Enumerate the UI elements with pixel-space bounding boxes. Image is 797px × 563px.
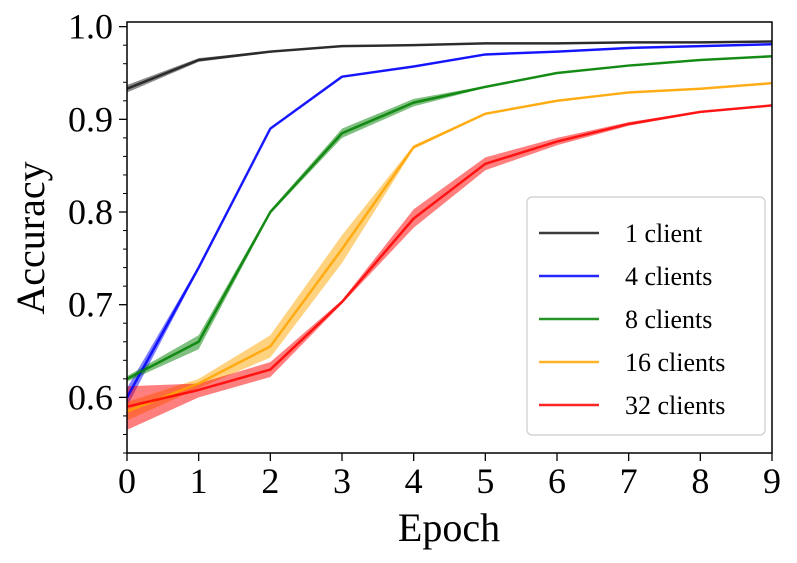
x-tick-label: 8 (691, 461, 709, 501)
legend-label-32-clients: 32 clients (625, 391, 725, 420)
legend-label-4-clients: 4 clients (625, 262, 712, 291)
legend-label-16-clients: 16 clients (625, 348, 725, 377)
plot-frame (126, 21, 773, 454)
series-lines (125, 40, 773, 413)
axis-ticks (119, 25, 773, 461)
x-tick-label: 1 (190, 461, 208, 501)
x-tick-label: 0 (118, 461, 136, 501)
line-4-clients (125, 42, 773, 398)
y-tick-label: 0.7 (68, 285, 113, 325)
band-32-clients (127, 104, 772, 430)
legend-label-8-clients: 8 clients (625, 305, 712, 334)
legend: 1 client 4 clients 8 clients 16 clients 32 c… (526, 196, 766, 436)
line-8-clients (126, 55, 773, 380)
x-tick-label: 9 (763, 461, 781, 501)
x-tick-label: 7 (620, 461, 638, 501)
line-16-clients (126, 81, 773, 413)
legend-box (526, 196, 766, 436)
y-tick-label: 0.8 (68, 192, 113, 232)
y-axis-title: Accuracy (8, 161, 53, 314)
y-tick-label: 0.9 (68, 99, 113, 139)
x-tick-label: 6 (548, 461, 566, 501)
band-1-client (127, 40, 772, 93)
line-32-clients (126, 104, 773, 408)
x-tick-label: 5 (476, 461, 494, 501)
y-tick-label: 0.6 (68, 377, 113, 417)
x-tick-label: 2 (261, 461, 279, 501)
x-tick-label: 3 (333, 461, 351, 501)
x-tick-label: 4 (405, 461, 423, 501)
y-tick-label: 1.0 (68, 7, 113, 47)
x-axis-title: Epoch (398, 505, 500, 550)
legend-label-1-client: 1 client (625, 219, 703, 248)
line-1-client (126, 40, 773, 90)
band-8-clients (127, 55, 772, 382)
tick-labels: 0 1 2 3 4 5 6 7 8 9 0.6 0.7 0.8 0.9 1.0 (68, 7, 781, 501)
